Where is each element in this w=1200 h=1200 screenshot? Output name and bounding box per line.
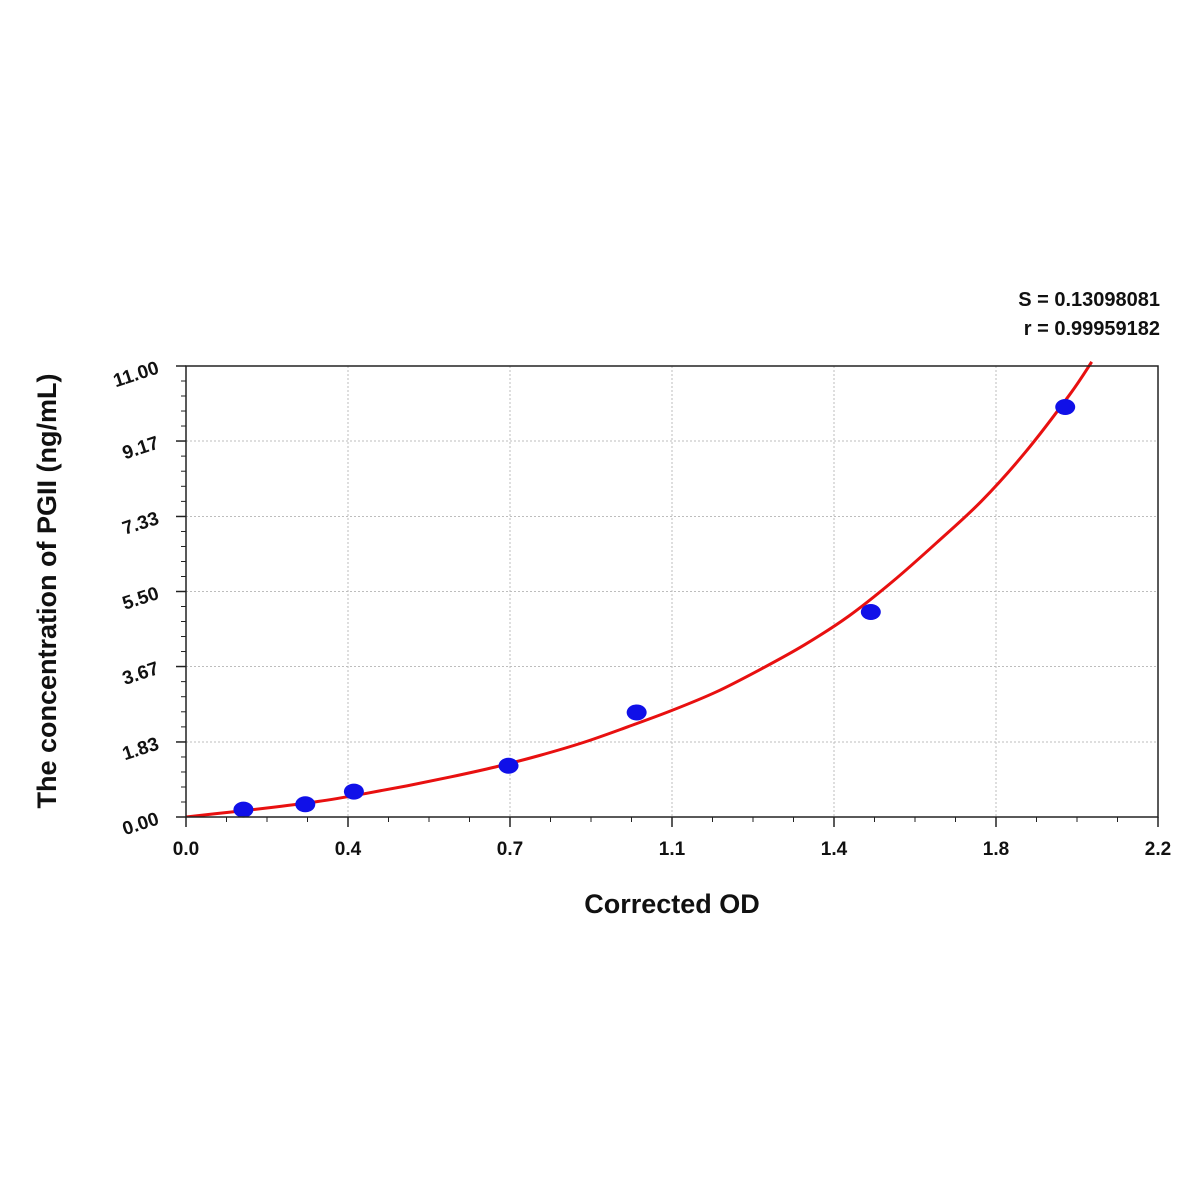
grid-lines bbox=[186, 366, 1158, 817]
data-point bbox=[295, 796, 316, 813]
data-points-layer bbox=[233, 399, 1076, 818]
y-tick-label: 0.00 bbox=[120, 809, 162, 840]
y-tick-label: 1.83 bbox=[120, 734, 162, 765]
x-tick-label: 1.8 bbox=[983, 839, 1009, 860]
stat-r-value: r = 0.99959182 bbox=[1024, 318, 1160, 340]
y-tick-labels: 0.00 1.83 3.67 5.50 7.33 9.17 11.00 bbox=[111, 358, 162, 840]
y-tick-label: 7.33 bbox=[120, 508, 162, 539]
data-point bbox=[626, 704, 647, 721]
data-point bbox=[860, 604, 881, 620]
data-point bbox=[498, 757, 519, 774]
data-point bbox=[1055, 399, 1076, 415]
data-point bbox=[233, 801, 254, 818]
x-axis-title: Corrected OD bbox=[584, 889, 760, 919]
y-tick-label: 5.50 bbox=[120, 583, 162, 614]
axis-ticks bbox=[176, 365, 1159, 827]
y-tick-label: 3.67 bbox=[120, 658, 162, 689]
stat-s-value: S = 0.13098081 bbox=[1018, 289, 1160, 311]
fit-curve bbox=[186, 361, 1093, 817]
x-tick-label: 0.4 bbox=[335, 839, 362, 860]
x-tick-label: 2.2 bbox=[1145, 839, 1171, 860]
x-tick-label: 1.4 bbox=[821, 839, 848, 860]
y-axis-title: The concentration of PGII (ng/mL) bbox=[32, 374, 62, 809]
x-tick-label: 0.7 bbox=[497, 839, 523, 860]
x-tick-label: 1.1 bbox=[659, 839, 686, 860]
y-tick-label: 11.00 bbox=[111, 358, 162, 392]
y-tick-label: 9.17 bbox=[120, 433, 162, 464]
fit-curve-layer bbox=[186, 361, 1093, 817]
x-tick-labels: 0.0 0.4 0.7 1.1 1.4 1.8 2.2 bbox=[173, 839, 1171, 860]
data-point bbox=[343, 783, 364, 800]
x-tick-label: 0.0 bbox=[173, 839, 199, 860]
